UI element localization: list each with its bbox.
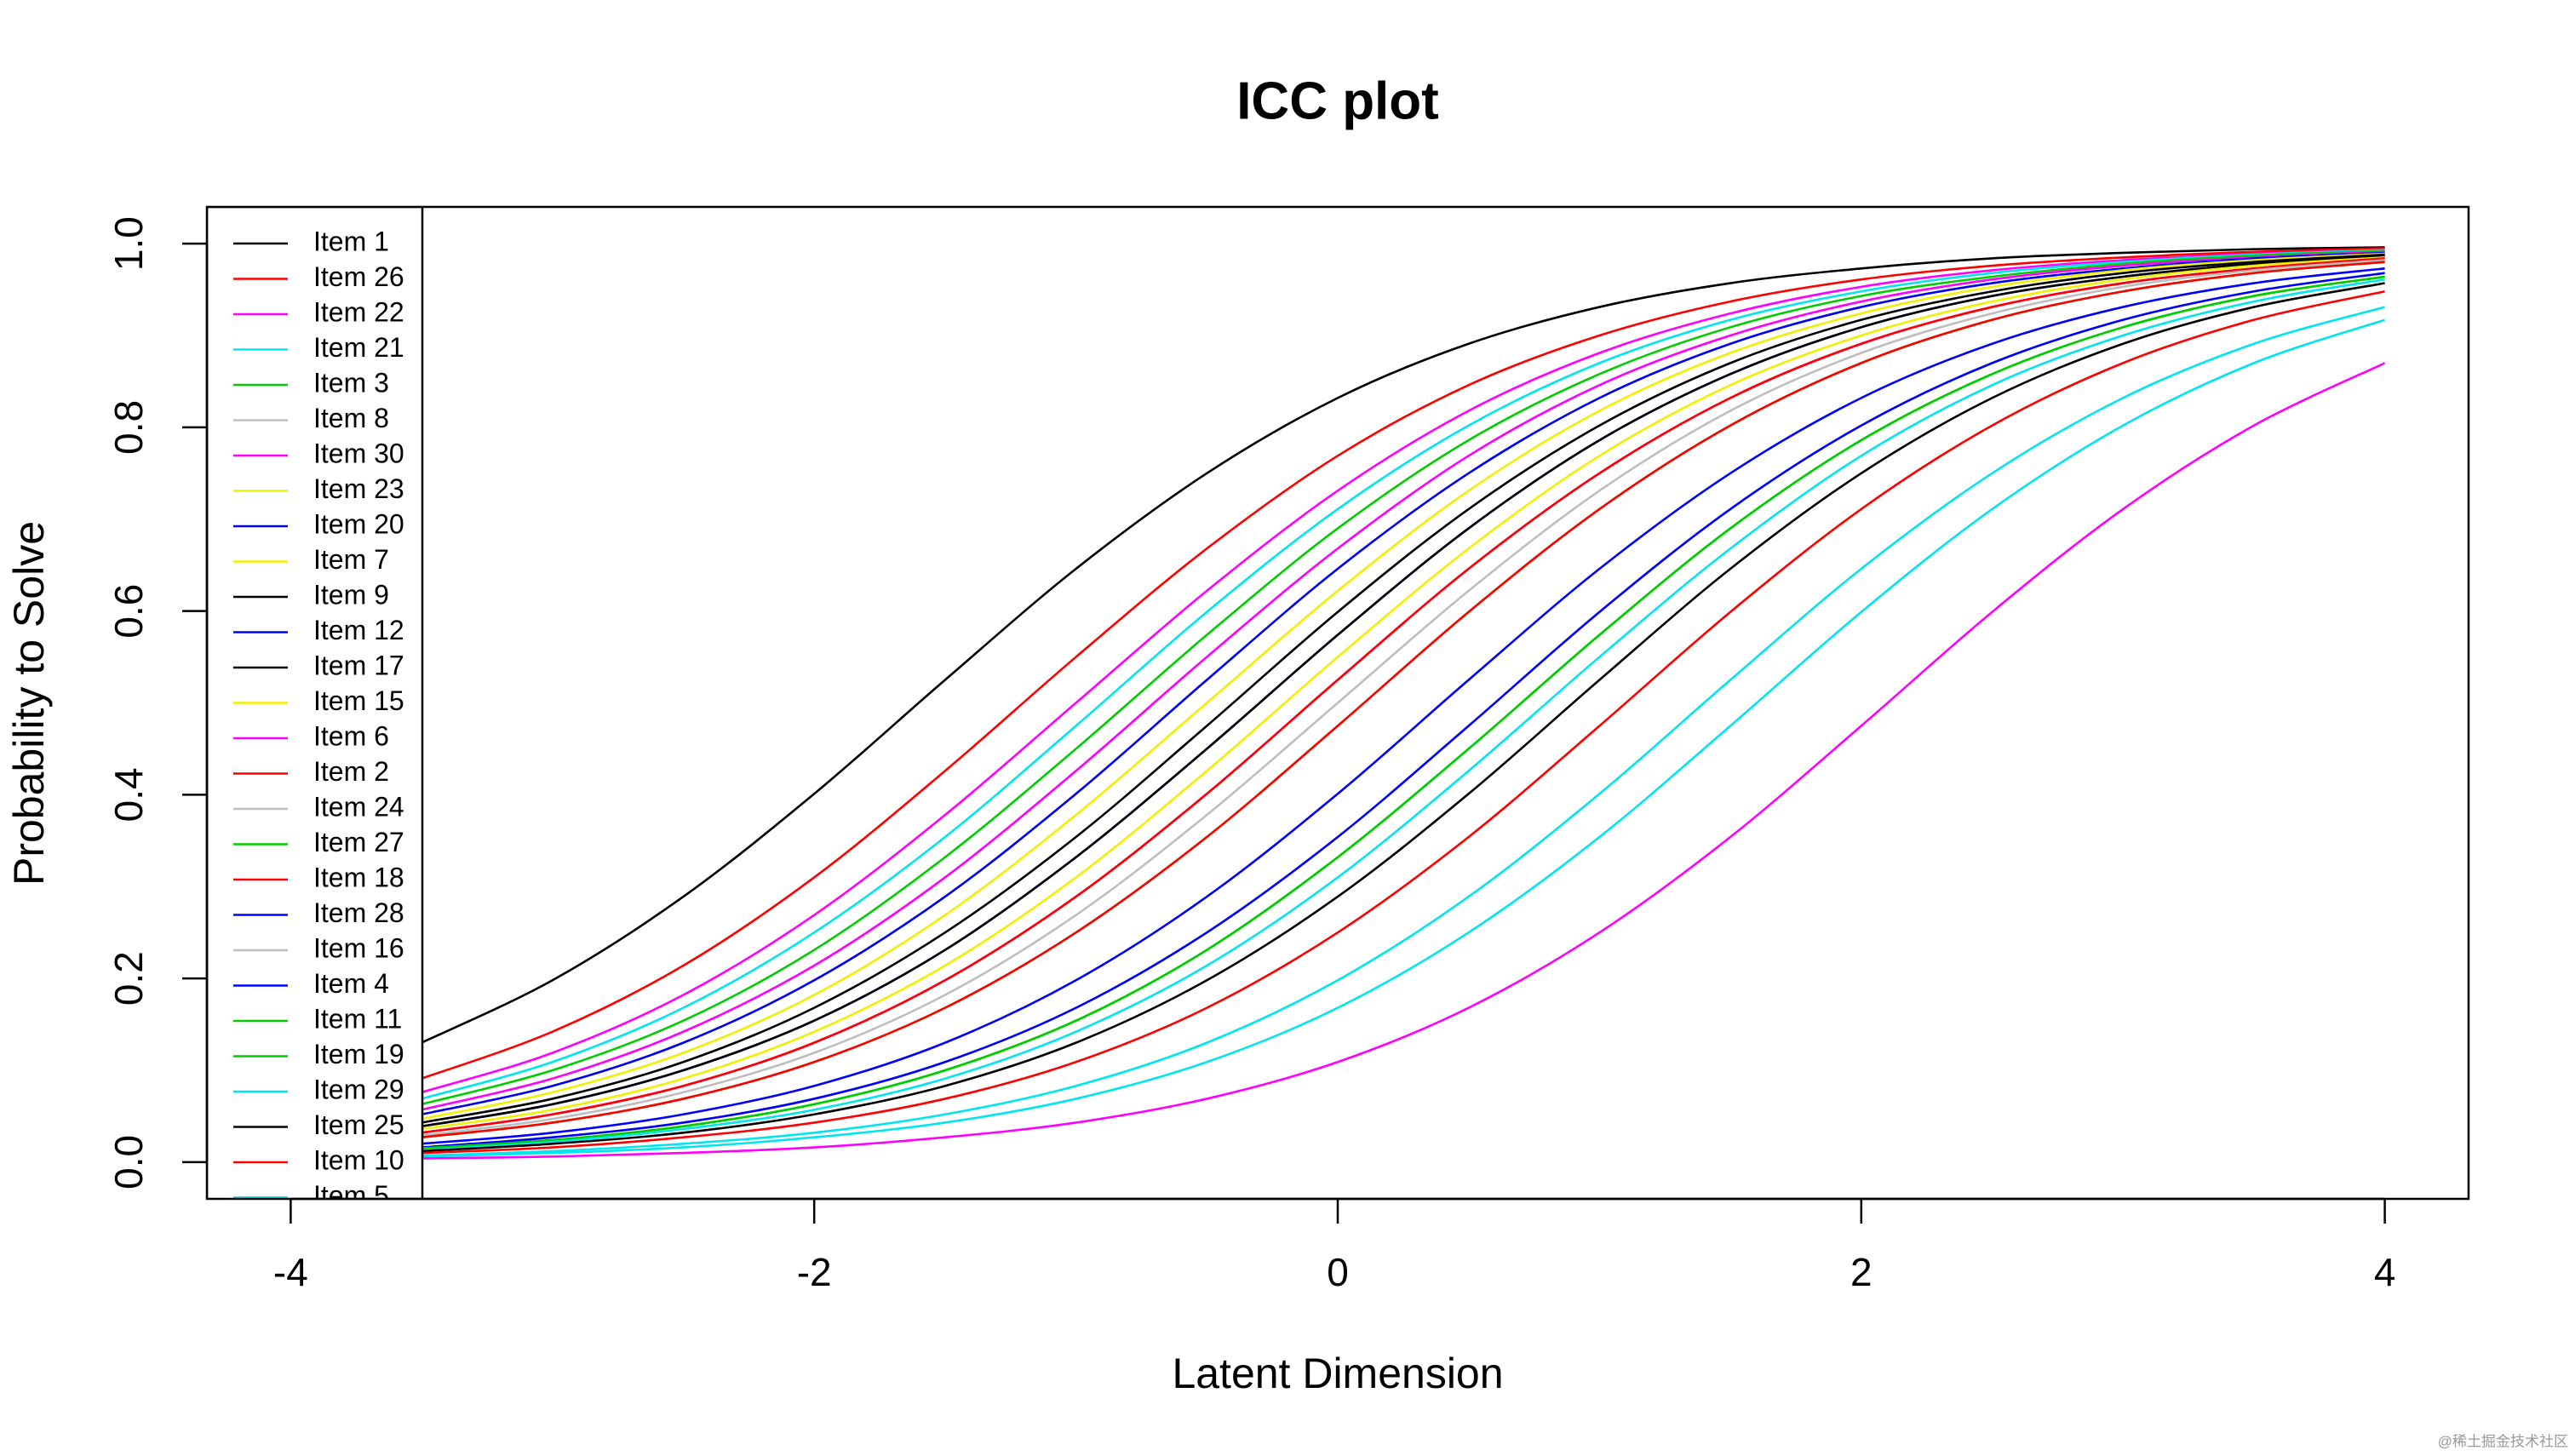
icc-curve xyxy=(422,318,2386,1158)
legend-label: Item 3 xyxy=(313,367,389,398)
icc-curve xyxy=(422,306,2385,1157)
icc-curve xyxy=(421,254,2385,1128)
icc-curve xyxy=(421,251,2385,1116)
icc-curve xyxy=(422,362,2386,1160)
x-tick-label: -4 xyxy=(273,1250,308,1294)
icc-curve xyxy=(421,251,2385,1116)
legend-label: Item 26 xyxy=(313,261,404,292)
legend-label: Item 11 xyxy=(313,1003,402,1034)
icc-curve xyxy=(421,250,2385,1111)
x-tick-label: -2 xyxy=(797,1250,832,1294)
legend-label: Item 30 xyxy=(313,438,404,468)
legend-label: Item 16 xyxy=(313,932,404,963)
icc-curve xyxy=(421,249,2385,1100)
y-tick-label: 0.0 xyxy=(106,1135,151,1189)
icc-curve xyxy=(421,278,2385,1152)
legend-label: Item 17 xyxy=(313,650,404,680)
legend-label: Item 9 xyxy=(313,579,389,610)
icc-curve xyxy=(421,257,2385,1134)
legend-label: Item 1 xyxy=(313,226,389,256)
icc-curve xyxy=(421,261,2385,1139)
icc-curve xyxy=(421,259,2385,1137)
x-tick-label: 4 xyxy=(2374,1250,2396,1294)
icc-curve xyxy=(421,254,2385,1128)
legend: Item 1 Item 26 Item 22 Item 21 Item 3 Item 8 I… xyxy=(207,207,424,1211)
legend-label: Item 15 xyxy=(313,685,404,716)
icc-curve xyxy=(421,249,2385,1094)
watermark: @稀土掘金技术社区 xyxy=(2438,1433,2568,1449)
legend-label: Item 22 xyxy=(313,296,404,327)
legend-label: Item 19 xyxy=(313,1039,404,1069)
legend-label: Item 2 xyxy=(313,756,389,787)
icc-curve xyxy=(421,253,2385,1124)
legend-label: Item 29 xyxy=(313,1074,404,1104)
legend-label: Item 27 xyxy=(313,827,404,857)
legend-label: Item 24 xyxy=(313,791,404,822)
icc-curve xyxy=(421,247,2385,1080)
icc-curve xyxy=(421,256,2385,1131)
icc-curve xyxy=(421,252,2385,1121)
chart-title: ICC plot xyxy=(1236,72,1439,130)
x-tick-label: 0 xyxy=(1327,1250,1349,1294)
y-tick-label: 0.6 xyxy=(106,584,151,639)
legend-label: Item 18 xyxy=(313,862,404,892)
icc-curve xyxy=(421,272,2385,1149)
icc-curve xyxy=(421,267,2385,1145)
legend-label: Item 23 xyxy=(313,473,404,504)
plot-area xyxy=(421,246,2386,1160)
icc-curve xyxy=(421,246,2385,1044)
icc-curve xyxy=(421,250,2385,1111)
y-axis-label: Probability to Solve xyxy=(5,521,53,886)
legend-label: Item 12 xyxy=(313,615,404,645)
legend-label: Item 4 xyxy=(313,968,389,999)
icc-curve xyxy=(421,249,2385,1106)
legend-label: Item 25 xyxy=(313,1109,404,1140)
y-tick-label: 1.0 xyxy=(106,216,151,271)
legend-label: Item 20 xyxy=(313,508,404,539)
y-tick-label: 0.2 xyxy=(106,951,151,1006)
y-tick-label: 0.4 xyxy=(106,767,151,822)
legend-label: Item 8 xyxy=(313,403,389,433)
legend-label: Item 28 xyxy=(313,897,404,928)
legend-label: Item 7 xyxy=(313,544,389,575)
icc-curve xyxy=(421,275,2385,1149)
x-axis-label: Latent Dimension xyxy=(1172,1350,1503,1397)
icc-curve xyxy=(422,282,2385,1153)
x-tick-label: 2 xyxy=(1850,1250,1872,1294)
icc-curve xyxy=(421,257,2385,1134)
y-tick-label: 0.8 xyxy=(106,400,151,455)
legend-label: Item 10 xyxy=(313,1144,404,1175)
legend-label: Item 21 xyxy=(313,332,404,363)
legend-label: Item 5 xyxy=(313,1180,389,1211)
icc-curve xyxy=(422,289,2385,1155)
legend-label: Item 6 xyxy=(313,720,389,751)
